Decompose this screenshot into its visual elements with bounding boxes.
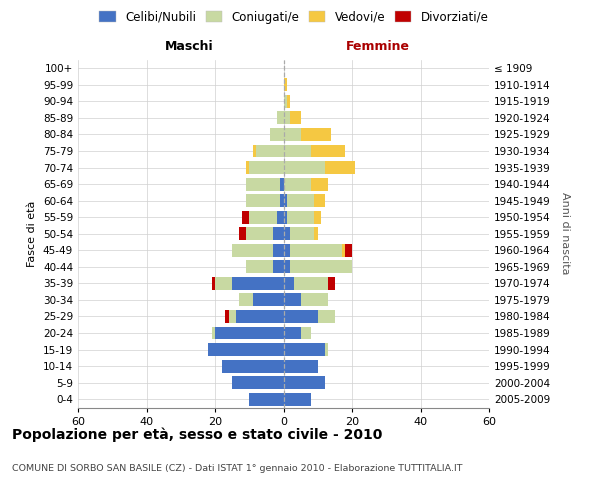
Bar [287, 210, 314, 224]
Bar [270, 128, 284, 141]
Bar [325, 343, 328, 356]
Bar [284, 161, 325, 174]
Bar [242, 210, 249, 224]
Bar [284, 326, 301, 340]
Bar [246, 228, 273, 240]
Bar [253, 144, 256, 158]
Bar [232, 277, 284, 290]
Bar [284, 310, 318, 323]
Bar [249, 210, 277, 224]
Bar [290, 260, 352, 274]
Bar [215, 277, 232, 290]
Bar [284, 343, 325, 356]
Bar [232, 376, 284, 389]
Bar [284, 95, 287, 108]
Bar [253, 294, 284, 306]
Bar [284, 294, 301, 306]
Bar [284, 360, 318, 372]
Bar [314, 228, 318, 240]
Bar [273, 228, 284, 240]
Bar [301, 128, 331, 141]
Bar [273, 260, 284, 274]
Bar [314, 194, 325, 207]
Bar [284, 144, 311, 158]
Text: Femmine: Femmine [346, 40, 410, 53]
Bar [284, 210, 287, 224]
Bar [290, 112, 301, 124]
Bar [342, 244, 345, 257]
Bar [256, 144, 284, 158]
Bar [284, 112, 290, 124]
Bar [290, 228, 314, 240]
Bar [284, 178, 311, 190]
Bar [222, 360, 284, 372]
Bar [284, 228, 290, 240]
Bar [311, 178, 328, 190]
Text: Popolazione per età, sesso e stato civile - 2010: Popolazione per età, sesso e stato civil… [12, 428, 382, 442]
Bar [208, 343, 284, 356]
Bar [280, 194, 284, 207]
Bar [273, 244, 284, 257]
Bar [284, 194, 287, 207]
Bar [239, 228, 246, 240]
Bar [301, 294, 328, 306]
Bar [246, 260, 273, 274]
Bar [246, 161, 249, 174]
Bar [249, 393, 284, 406]
Bar [294, 277, 328, 290]
Bar [284, 260, 290, 274]
Bar [277, 112, 284, 124]
Bar [284, 244, 290, 257]
Bar [277, 210, 284, 224]
Y-axis label: Anni di nascita: Anni di nascita [560, 192, 570, 275]
Text: Maschi: Maschi [164, 40, 213, 53]
Bar [314, 210, 321, 224]
Bar [325, 161, 355, 174]
Bar [311, 144, 345, 158]
Bar [290, 244, 342, 257]
Bar [284, 78, 287, 92]
Bar [345, 244, 352, 257]
Bar [284, 393, 311, 406]
Bar [236, 310, 284, 323]
Bar [284, 277, 294, 290]
Bar [328, 277, 335, 290]
Bar [301, 326, 311, 340]
Legend: Celibi/Nubili, Coniugati/e, Vedovi/e, Divorziati/e: Celibi/Nubili, Coniugati/e, Vedovi/e, Di… [97, 8, 491, 26]
Bar [318, 310, 335, 323]
Bar [287, 194, 314, 207]
Bar [284, 376, 325, 389]
Bar [212, 326, 215, 340]
Text: COMUNE DI SORBO SAN BASILE (CZ) - Dati ISTAT 1° gennaio 2010 - Elaborazione TUTT: COMUNE DI SORBO SAN BASILE (CZ) - Dati I… [12, 464, 463, 473]
Bar [284, 128, 301, 141]
Bar [239, 294, 253, 306]
Bar [246, 178, 280, 190]
Bar [229, 310, 236, 323]
Bar [215, 326, 284, 340]
Bar [246, 194, 280, 207]
Bar [212, 277, 215, 290]
Bar [249, 161, 284, 174]
Bar [232, 244, 273, 257]
Bar [287, 95, 290, 108]
Bar [280, 178, 284, 190]
Y-axis label: Fasce di età: Fasce di età [28, 200, 37, 267]
Bar [225, 310, 229, 323]
